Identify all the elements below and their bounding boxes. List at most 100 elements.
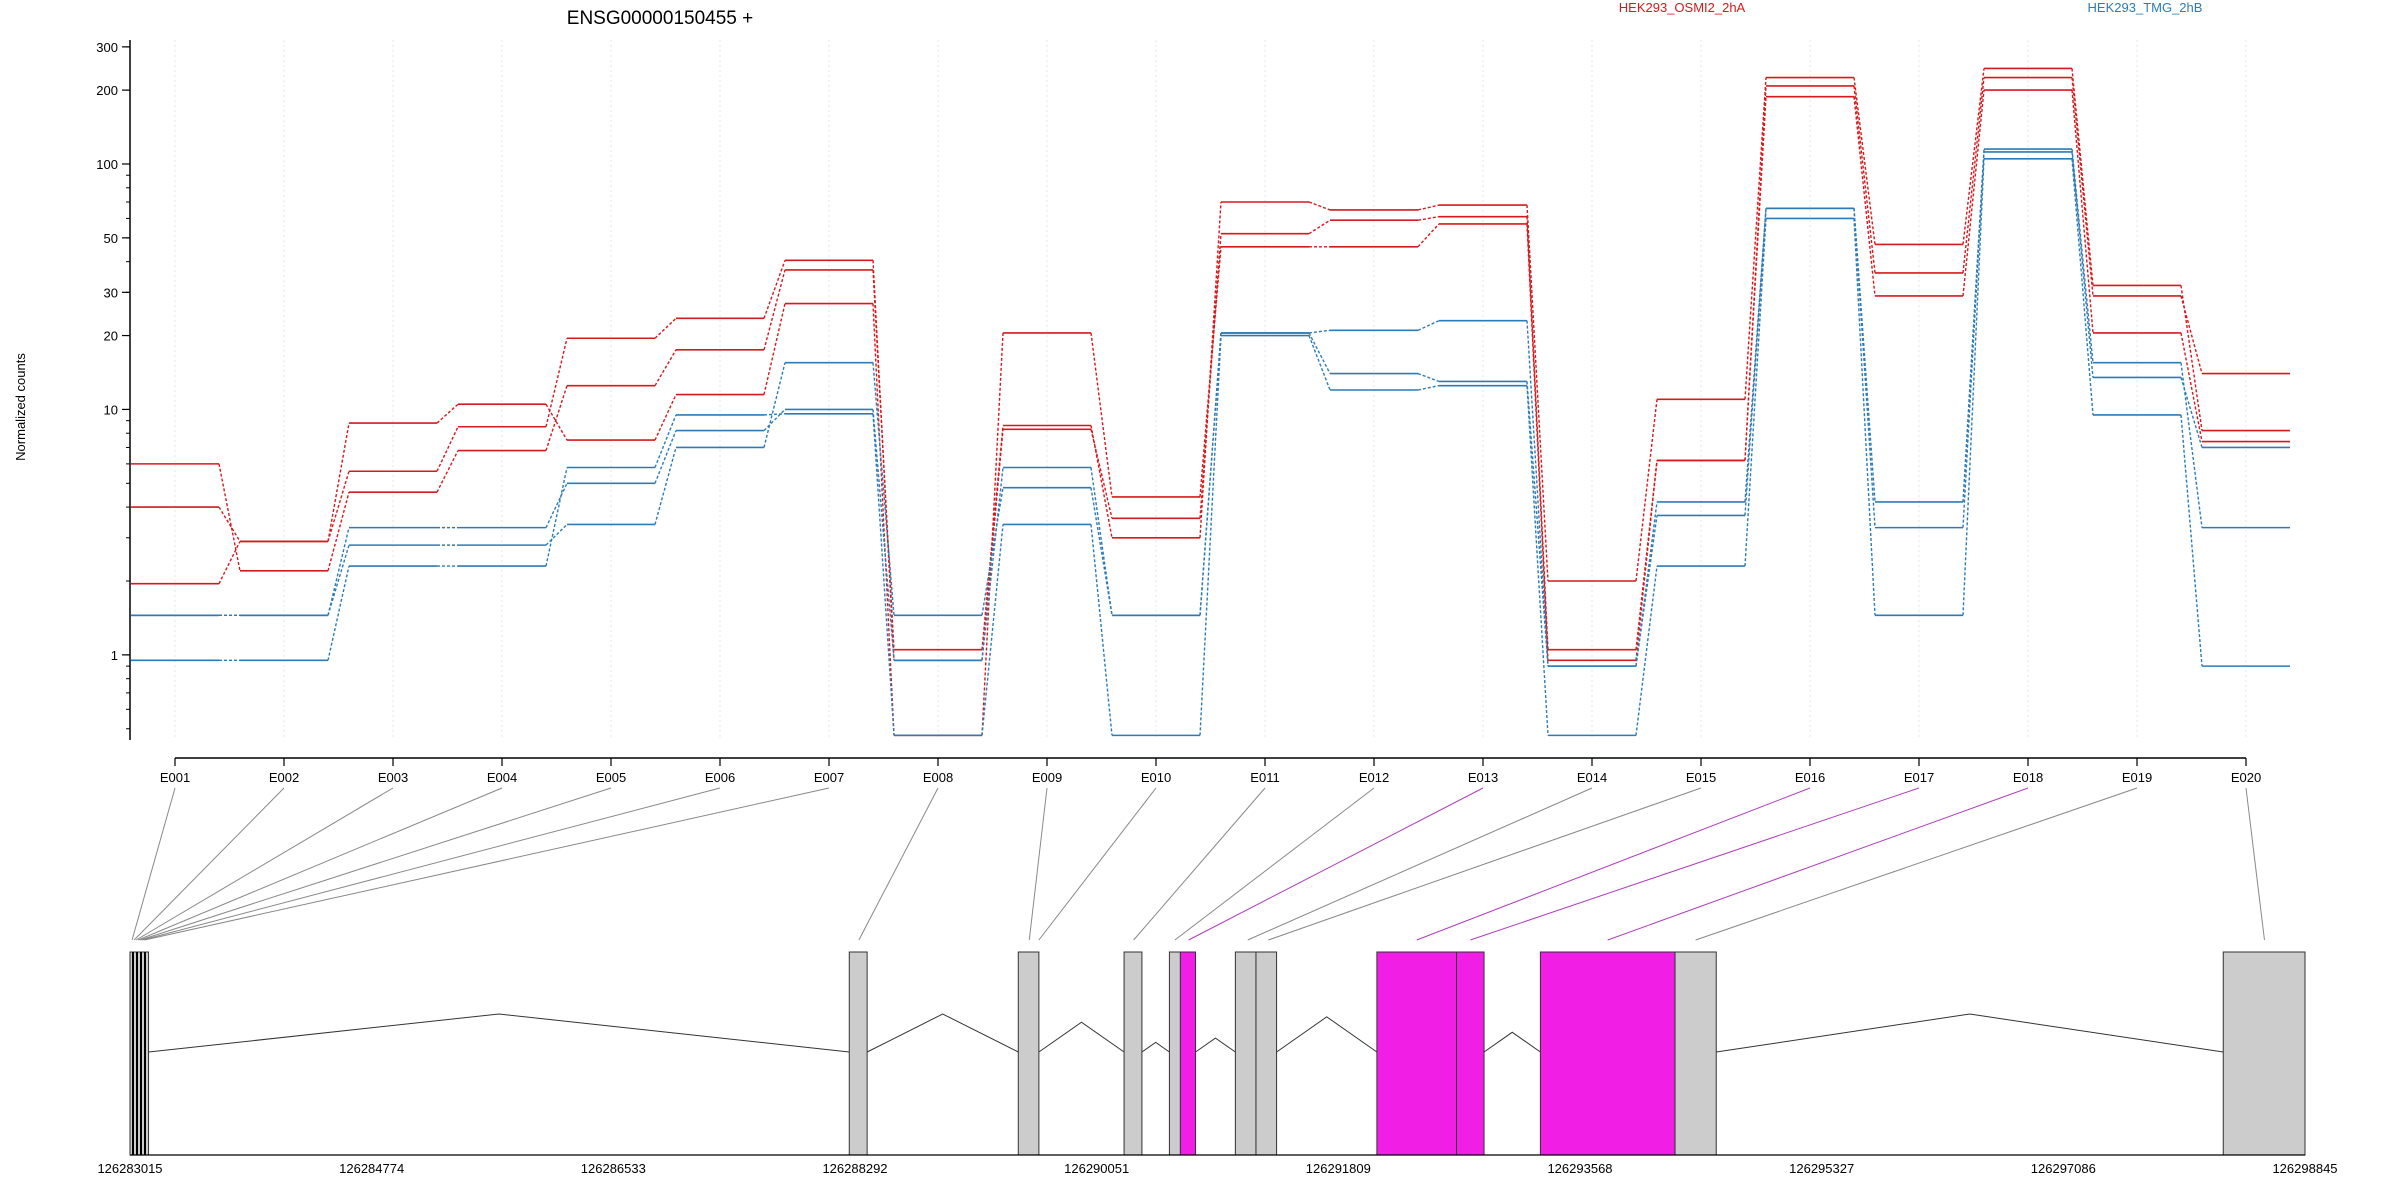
- series-2-connector: [1090, 429, 1113, 519]
- series-3-connector: [218, 541, 241, 585]
- coord-tick-label: 126297086: [2031, 1161, 2096, 1176]
- bin-link: [1695, 787, 2138, 941]
- series-6: [131, 157, 2290, 737]
- series-6-connector: [1744, 218, 1767, 567]
- series-1-connector: [763, 269, 786, 350]
- series-3-connector: [872, 303, 895, 736]
- x-tick-label-e002: E002: [269, 770, 299, 785]
- series-1-connector: [1090, 425, 1113, 538]
- series-1-connector: [2180, 285, 2203, 431]
- series-6-connector: [1635, 566, 1658, 736]
- series-6-connector: [1417, 384, 1440, 391]
- x-tick-label-e020: E020: [2231, 770, 2261, 785]
- series-5-connector: [1199, 332, 1222, 616]
- series-4-connector: [2071, 149, 2094, 363]
- series-6-connector: [1308, 335, 1331, 391]
- series-6-connector: [1526, 385, 1549, 736]
- y-tick-label: 100: [96, 157, 118, 172]
- series-5-connector: [1744, 208, 1767, 516]
- y-axis: 1 10 20 30 50 100 200 300: [96, 40, 131, 740]
- series-3-connector: [1417, 223, 1440, 248]
- bin-link-highlighted: [1188, 787, 1484, 941]
- series-4-connector: [981, 487, 1004, 616]
- coord-tick-label: 126293568: [1547, 1161, 1612, 1176]
- series-1: [131, 67, 2290, 651]
- series-1-connector: [1308, 201, 1331, 211]
- series-5-connector: [981, 467, 1004, 661]
- intron-line: [1195, 1037, 1236, 1053]
- coord-tick-label: 126298845: [2272, 1161, 2337, 1176]
- x-tick-label-e005: E005: [596, 770, 626, 785]
- series-5-connector: [1417, 372, 1440, 383]
- intron-line: [1716, 1013, 2224, 1053]
- series-5-connector: [763, 408, 786, 432]
- grid-lines: [174, 40, 2247, 740]
- series-1-connector: [981, 425, 1004, 650]
- bin-link: [1268, 787, 1702, 941]
- y-axis-label: Normalized counts: [13, 353, 28, 461]
- bin-link-highlighted: [1416, 787, 1811, 941]
- series-6-connector: [1090, 524, 1113, 736]
- series-4: [131, 148, 2290, 667]
- bin-link: [142, 787, 721, 941]
- series-4-connector: [872, 362, 895, 616]
- series-5: [131, 151, 2290, 667]
- y-tick-label: 10: [104, 402, 118, 417]
- series-5-connector: [1526, 381, 1549, 667]
- x-tick-label-e008: E008: [923, 770, 953, 785]
- intron-line: [1038, 1021, 1125, 1053]
- x-tick-label-e003: E003: [378, 770, 408, 785]
- series-6-connector: [981, 524, 1004, 736]
- series-2-connector: [436, 426, 459, 472]
- intron-line: [1141, 1041, 1170, 1053]
- series-3-connector: [1853, 96, 1876, 297]
- series-5-connector: [1962, 151, 1985, 528]
- series-1-connector: [327, 492, 350, 572]
- bin-link: [138, 787, 503, 941]
- series-2-connector: [872, 260, 895, 661]
- x-tick-label-e014: E014: [1577, 770, 1607, 785]
- series-4-connector: [654, 447, 677, 525]
- x-tick-label-e006: E006: [705, 770, 735, 785]
- exon-block: [1017, 951, 1040, 1156]
- legend-label-group-a: HEK293_OSMI2_2hA: [1619, 0, 1746, 15]
- series-1-connector: [436, 450, 459, 493]
- series-4-connector: [1853, 208, 1876, 502]
- legend-label-group-b: HEK293_TMG_2hB: [2088, 0, 2203, 15]
- x-axis: E001 E002 E003 E004 E005 E006 E007 E008 E009 E010…: [160, 757, 2261, 785]
- series-2-connector: [218, 506, 241, 542]
- series-6-connector: [1853, 218, 1876, 616]
- chart-title: ENSG00000150455 +: [567, 8, 753, 29]
- series-2-connector: [545, 338, 568, 427]
- series-6-connector: [2180, 414, 2203, 667]
- series-5-connector: [1308, 332, 1331, 374]
- coord-tick-label: 126288292: [822, 1161, 887, 1176]
- exon-block: [1234, 951, 1257, 1156]
- x-tick-label-e013: E013: [1468, 770, 1498, 785]
- series-4-connector: [1526, 320, 1549, 667]
- bin-link: [1028, 787, 1048, 941]
- exon-block-highlighted: [1539, 951, 1676, 1156]
- x-tick-label-e015: E015: [1686, 770, 1716, 785]
- bin-link: [1038, 787, 1157, 941]
- series-1-connector: [654, 349, 677, 387]
- series-5-connector: [2180, 377, 2203, 448]
- exon-block: [1123, 951, 1143, 1156]
- bin-link: [135, 787, 394, 941]
- series-3-connector: [436, 403, 459, 424]
- series-6-connector: [2071, 158, 2094, 415]
- series-6-connector: [654, 414, 677, 468]
- exon-block: [2222, 951, 2306, 1156]
- bin-link: [1247, 787, 1593, 941]
- intron-line: [1483, 1031, 1541, 1053]
- x-tick-label-e012: E012: [1359, 770, 1389, 785]
- intron-line: [148, 1013, 850, 1053]
- bin-link: [131, 787, 176, 941]
- series-6-connector: [1199, 335, 1222, 736]
- exon-block: [848, 951, 868, 1156]
- y-tick-label: 30: [104, 285, 118, 300]
- bin-link: [140, 787, 612, 941]
- series-5-connector: [1635, 515, 1658, 667]
- x-tick-label-e017: E017: [1904, 770, 1934, 785]
